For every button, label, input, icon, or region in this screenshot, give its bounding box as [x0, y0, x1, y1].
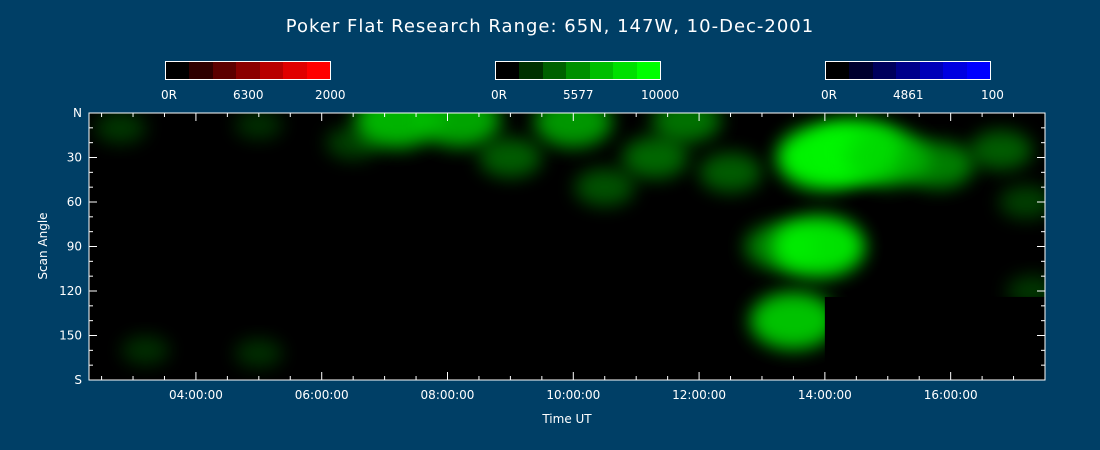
intensity-point [574, 168, 635, 206]
y-tick-label: 60 [67, 195, 82, 209]
colorbar-swatch [236, 62, 260, 79]
colorbar-swatch [826, 62, 850, 79]
colorbar-swatch [943, 62, 967, 79]
y-tick-label: N [73, 106, 82, 120]
colorbar-green-5577: 0R 5577 10000 [491, 61, 679, 102]
colorbar-blue-4861: 0R 4861 100 [821, 61, 1004, 102]
x-tick-label: 08:00:00 [421, 388, 475, 402]
x-tick-label: 06:00:00 [295, 388, 349, 402]
x-tick-label: 16:00:00 [924, 388, 978, 402]
x-tick-label: 14:00:00 [798, 388, 852, 402]
colorbar-swatch [306, 62, 330, 79]
y-tick-label: 30 [67, 151, 82, 165]
y-tick-label: 150 [59, 329, 82, 343]
colorbar-swatch [613, 62, 637, 79]
colorbar-swatch [542, 62, 567, 79]
page-title: Poker Flat Research Range: 65N, 147W, 10… [285, 16, 815, 37]
colorbar-swatch [919, 62, 944, 79]
no-data-layer [321, 296, 1045, 380]
colorbar-swatch [966, 62, 990, 79]
colorbar-swatches [495, 61, 661, 80]
colorbar-swatch [636, 62, 660, 79]
colorbar-swatch [519, 62, 543, 79]
no-data-block [321, 350, 448, 380]
intensity-point [419, 113, 501, 147]
x-axis-title: Time UT [541, 412, 592, 426]
colorbar-max-label: 10000 [641, 88, 680, 102]
x-tick-label: 12:00:00 [672, 388, 726, 402]
colorbar-mid-label: 5577 [563, 88, 594, 102]
no-data-block [824, 296, 1045, 380]
colorbar-max-label: 2000 [315, 88, 346, 102]
ticks-layer: 04:00:00 06:00:00 08:00:00 10:00:00 12:00:00… [59, 106, 1046, 402]
y-tick-label: 120 [59, 284, 82, 298]
colorbar-swatch [166, 62, 190, 79]
intensity-point [902, 141, 975, 189]
colorbar-swatch [189, 62, 213, 79]
colorbar-mid-label: 4861 [893, 88, 924, 102]
intensity-layer [94, 113, 1045, 368]
colorbar-swatch [872, 62, 897, 79]
y-tick-label: 90 [67, 240, 82, 254]
colorbar-swatch [589, 62, 614, 79]
intensity-point [622, 136, 689, 179]
colorbar-swatch [896, 62, 920, 79]
intensity-point [772, 215, 866, 278]
colorbar-swatch [283, 62, 307, 79]
colorbar-mid-label: 6300 [233, 88, 264, 102]
colorbar-swatch [849, 62, 873, 79]
colorbar-swatch [259, 62, 284, 79]
y-tick-label: S [74, 373, 82, 387]
y-axis-title: Scan Angle [36, 212, 50, 279]
intensity-point [478, 137, 542, 178]
intensity-point [699, 152, 763, 193]
colorbar-swatches [165, 61, 331, 80]
x-tick-label: 04:00:00 [169, 388, 223, 402]
intensity-point [94, 113, 146, 144]
colorbar-swatch [566, 62, 590, 79]
colorbar-swatches [825, 61, 991, 80]
colorbar-min-label: 0R [161, 88, 177, 102]
intensity-point [355, 113, 440, 149]
colorbar-max-label: 100 [981, 88, 1004, 102]
intensity-point [234, 338, 283, 368]
colorbar-swatch [496, 62, 520, 79]
intensity-point [234, 113, 283, 140]
intensity-point [749, 291, 837, 350]
colorbar-min-label: 0R [491, 88, 507, 102]
colorbar-red-6300: 0R 6300 2000 [161, 61, 346, 102]
colorbar-min-label: 0R [821, 88, 837, 102]
colorbar-swatch [212, 62, 237, 79]
x-tick-label: 10:00:00 [546, 388, 600, 402]
intensity-point [121, 335, 170, 365]
intensity-point [999, 185, 1045, 219]
intensity-point [534, 113, 613, 148]
intensity-point [652, 113, 721, 143]
intensity-point [969, 130, 1033, 170]
